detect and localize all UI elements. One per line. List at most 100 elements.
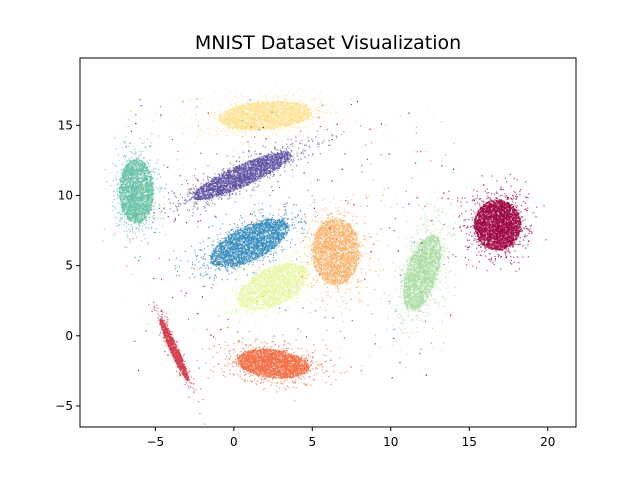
data-point bbox=[491, 247, 493, 249]
data-point bbox=[504, 243, 506, 245]
data-point bbox=[499, 256, 502, 258]
data-point bbox=[513, 213, 515, 215]
data-point bbox=[510, 204, 512, 206]
data-point bbox=[515, 237, 517, 239]
data-point bbox=[518, 231, 520, 233]
data-point bbox=[516, 256, 518, 258]
data-point bbox=[489, 240, 492, 242]
data-point bbox=[490, 238, 492, 241]
data-point bbox=[515, 193, 517, 196]
data-point bbox=[481, 227, 483, 229]
data-point bbox=[500, 201, 502, 203]
data-point bbox=[280, 382, 282, 385]
data-point bbox=[516, 221, 518, 223]
data-point bbox=[466, 201, 468, 203]
data-point bbox=[504, 232, 507, 234]
data-point bbox=[503, 242, 505, 244]
data-point bbox=[495, 230, 497, 232]
data-point bbox=[479, 254, 481, 256]
data-point bbox=[510, 241, 512, 243]
data-point bbox=[509, 237, 512, 239]
data-point bbox=[272, 369, 274, 371]
data-point bbox=[491, 209, 494, 211]
data-point bbox=[495, 228, 497, 231]
data-point bbox=[520, 228, 523, 230]
data-point bbox=[235, 358, 237, 360]
data-point bbox=[507, 242, 510, 244]
data-point bbox=[297, 367, 300, 369]
data-point bbox=[511, 222, 513, 224]
data-point bbox=[503, 200, 505, 202]
data-point bbox=[486, 208, 488, 210]
data-point bbox=[505, 203, 507, 205]
data-point bbox=[512, 224, 514, 226]
data-point bbox=[484, 221, 486, 223]
data-point bbox=[297, 368, 299, 370]
data-point bbox=[497, 208, 499, 210]
data-point bbox=[505, 211, 507, 213]
data-point bbox=[269, 367, 272, 369]
data-point bbox=[506, 207, 508, 209]
data-point bbox=[500, 199, 502, 201]
data-point bbox=[494, 230, 496, 232]
data-point bbox=[496, 207, 498, 209]
data-point bbox=[499, 201, 502, 203]
data-point bbox=[492, 262, 494, 264]
data-point bbox=[503, 230, 505, 232]
data-point bbox=[333, 370, 335, 373]
data-point bbox=[256, 350, 258, 353]
data-point bbox=[481, 207, 483, 209]
data-point bbox=[477, 225, 479, 227]
data-point bbox=[478, 218, 480, 220]
data-point bbox=[493, 219, 495, 222]
data-point bbox=[505, 254, 507, 256]
data-point bbox=[508, 225, 510, 227]
data-point bbox=[498, 221, 500, 223]
data-point bbox=[512, 205, 514, 207]
data-point bbox=[504, 213, 506, 215]
data-point bbox=[498, 219, 500, 222]
data-point bbox=[266, 347, 268, 349]
data-point bbox=[487, 191, 489, 194]
data-point bbox=[503, 217, 505, 220]
data-point bbox=[495, 250, 497, 252]
data-point bbox=[501, 201, 504, 204]
data-point bbox=[512, 228, 514, 230]
data-point bbox=[505, 234, 508, 236]
data-point bbox=[492, 243, 494, 245]
data-point bbox=[507, 251, 509, 253]
data-point bbox=[241, 354, 243, 356]
data-point bbox=[506, 213, 508, 216]
data-point bbox=[528, 193, 530, 195]
data-point bbox=[490, 217, 493, 219]
data-point bbox=[499, 195, 501, 197]
data-point bbox=[529, 225, 531, 227]
data-point bbox=[475, 230, 477, 232]
data-point bbox=[513, 212, 515, 214]
data-point bbox=[298, 359, 300, 361]
data-point bbox=[490, 230, 492, 232]
data-point bbox=[483, 215, 485, 217]
data-point bbox=[494, 232, 496, 234]
data-point bbox=[485, 225, 487, 227]
data-point bbox=[481, 226, 484, 228]
data-point bbox=[299, 375, 301, 377]
data-point bbox=[493, 248, 495, 250]
data-point bbox=[237, 359, 239, 361]
data-point bbox=[301, 361, 303, 363]
data-point bbox=[507, 227, 509, 229]
data-point bbox=[291, 376, 293, 378]
data-point bbox=[489, 207, 492, 209]
data-point bbox=[494, 259, 497, 261]
data-point bbox=[476, 226, 478, 228]
data-point bbox=[476, 197, 478, 199]
data-point bbox=[503, 229, 505, 231]
data-point bbox=[297, 364, 299, 366]
data-point bbox=[497, 243, 499, 245]
data-point bbox=[493, 239, 495, 241]
data-point bbox=[466, 233, 468, 235]
data-point bbox=[271, 346, 273, 348]
data-point bbox=[498, 222, 500, 225]
data-point bbox=[499, 237, 501, 239]
data-point bbox=[513, 228, 515, 230]
